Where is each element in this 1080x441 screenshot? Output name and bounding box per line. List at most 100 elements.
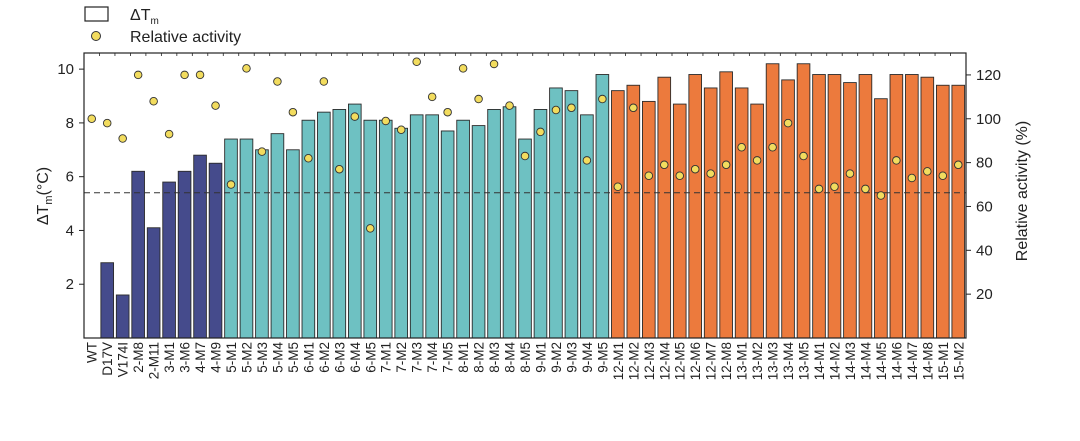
bar — [812, 74, 826, 339]
bar — [533, 109, 548, 339]
category-label: 6-M1 — [301, 342, 316, 373]
activity-dot — [102, 118, 112, 128]
bar — [951, 84, 966, 339]
activity-dot — [226, 180, 236, 189]
activity-dot — [319, 77, 329, 86]
bar — [920, 76, 935, 339]
activity-dot — [304, 153, 313, 163]
activity-dot — [195, 70, 205, 80]
activity-dot — [567, 103, 576, 113]
category-label: 6-M3 — [332, 342, 347, 373]
bar — [688, 74, 703, 339]
bar — [409, 114, 424, 339]
bar — [255, 149, 269, 339]
category-label: 9-M3 — [564, 342, 579, 373]
activity-dot — [366, 224, 375, 233]
bar — [487, 109, 501, 339]
bar — [672, 103, 687, 339]
category-label: 8-M5 — [518, 342, 533, 373]
category-label: 14-M2 — [827, 342, 842, 380]
bar — [905, 74, 919, 339]
activity-dot — [396, 125, 406, 134]
category-label: 12-M2 — [626, 342, 641, 380]
category-label: 15-M2 — [951, 342, 966, 380]
category-label: 5-M5 — [286, 342, 301, 373]
activity-dot — [783, 118, 793, 128]
activity-dot — [257, 147, 267, 156]
activity-dot — [273, 77, 282, 86]
category-label: D17V — [100, 342, 115, 376]
category-label: 14-M7 — [905, 342, 920, 380]
activity-dot — [582, 156, 592, 165]
bar — [580, 114, 594, 339]
category-label: 5-M1 — [224, 342, 239, 373]
bar — [564, 90, 579, 339]
bar — [348, 103, 362, 339]
activity-dot — [381, 116, 390, 126]
bar — [193, 154, 207, 339]
activity-dot — [845, 169, 855, 178]
category-label: 14-M4 — [858, 342, 873, 381]
bar — [270, 133, 285, 339]
activity-dot — [87, 114, 96, 124]
activity-dot — [551, 105, 561, 115]
category-label: 12-M1 — [611, 342, 626, 380]
category-label: 14-M5 — [874, 342, 889, 380]
bar — [518, 138, 532, 339]
bar — [765, 63, 780, 339]
category-label: 3-M1 — [162, 342, 177, 373]
bar — [703, 87, 718, 339]
bar — [781, 79, 795, 339]
right-tick-label: 40 — [976, 242, 993, 259]
activity-dot — [799, 151, 808, 161]
bar — [208, 162, 223, 339]
activity-dot — [814, 184, 824, 194]
activity-dot — [536, 127, 545, 137]
activity-dot — [412, 57, 421, 67]
category-label: 5-M4 — [270, 342, 285, 373]
bar — [146, 227, 161, 339]
category-label: 12-M6 — [688, 342, 703, 380]
category-label: 9-M2 — [549, 342, 564, 373]
left-tick-label: 10 — [57, 61, 74, 78]
activity-dot — [830, 182, 839, 191]
category-label: 8-M1 — [456, 342, 471, 373]
plot-area: 2 4 6 8 10 20 40 60 80 100 120 WT D17V V174I 2-M8 2-M11… — [57, 52, 1001, 381]
bar — [177, 170, 192, 339]
category-label: 6-M4 — [348, 342, 363, 373]
category-label: 13-M4 — [781, 342, 796, 381]
activity-dot — [164, 129, 174, 139]
activity-dot — [706, 169, 715, 178]
activity-dot — [660, 160, 669, 170]
category-label: 12-M3 — [642, 342, 657, 380]
bar — [317, 111, 331, 339]
activity-dot — [938, 171, 948, 181]
activity-dot — [675, 171, 684, 181]
legend-bar-swatch — [84, 6, 109, 22]
bar — [378, 119, 393, 339]
plot-frame — [83, 52, 967, 339]
activity-dot — [427, 92, 437, 102]
legend: ΔTm Relative activity — [84, 6, 241, 46]
category-label: 4-M7 — [193, 342, 208, 373]
activity-dot — [489, 59, 499, 69]
category-label: 12-M7 — [704, 342, 719, 380]
activity-dot — [443, 107, 452, 117]
activity-dot — [721, 160, 731, 170]
bar — [131, 170, 145, 339]
activity-dot — [350, 112, 360, 121]
right-tick-label: 120 — [976, 67, 1001, 84]
bar — [549, 87, 563, 339]
legend-dot-swatch — [91, 31, 101, 41]
legend-label-relative-activity: Relative activity — [130, 29, 241, 46]
category-label: 7-M2 — [394, 342, 409, 373]
bar — [502, 106, 517, 339]
bar — [394, 127, 409, 339]
category-label: 12-M5 — [673, 342, 688, 380]
activity-dot — [690, 164, 700, 174]
left-tick-label: 8 — [66, 115, 74, 132]
bar — [224, 138, 238, 339]
bar — [796, 63, 811, 339]
bar — [611, 90, 625, 339]
